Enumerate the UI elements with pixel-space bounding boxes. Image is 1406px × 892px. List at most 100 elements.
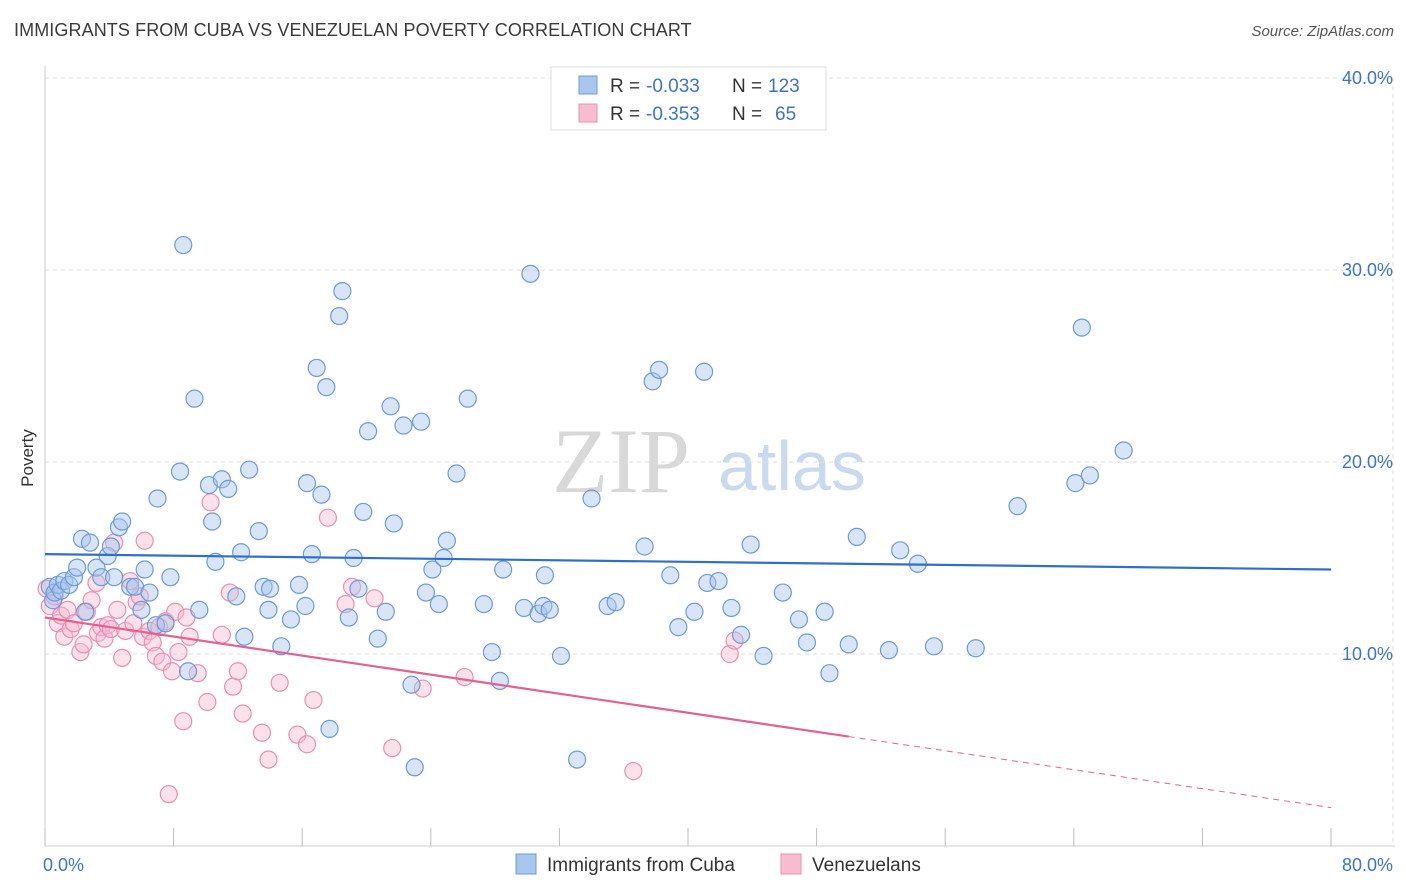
cuba-point xyxy=(80,533,100,552)
cuba-trend-line xyxy=(44,553,1332,571)
stats-swatch-cuba xyxy=(578,75,598,95)
cuba-point xyxy=(1114,441,1133,460)
cuba-point xyxy=(132,600,151,619)
cuba-point xyxy=(820,664,839,683)
venezuelans-point xyxy=(365,589,384,608)
y-tick-label: 40.0% xyxy=(1342,68,1393,88)
cuba-point xyxy=(685,602,704,621)
x-tick-labels: 0.0% 80.0% xyxy=(43,855,1393,875)
cuba-point xyxy=(924,637,944,656)
cuba-point xyxy=(232,543,251,562)
cuba-point xyxy=(260,579,280,598)
cuba-point xyxy=(416,583,436,602)
cuba-point xyxy=(354,502,373,522)
venezuelans-point xyxy=(212,625,231,644)
venezuelans-point xyxy=(95,629,114,648)
cuba-point xyxy=(474,594,493,614)
legend-swatch-cuba xyxy=(515,853,537,875)
cuba-point xyxy=(405,758,424,777)
y-tick-label: 10.0% xyxy=(1342,644,1393,664)
cuba-point xyxy=(535,566,555,585)
cuba-point xyxy=(272,637,291,656)
cuba-point xyxy=(64,568,84,587)
venezuelans-point xyxy=(720,644,739,664)
cuba-point xyxy=(402,675,421,694)
venezuelans-trend-extension xyxy=(848,736,1332,809)
venezuelans-point xyxy=(624,762,643,781)
cuba-point xyxy=(92,568,111,587)
cuba-point xyxy=(606,593,625,612)
y-tick-label: 30.0% xyxy=(1342,260,1393,280)
cuba-point xyxy=(121,577,140,596)
venezuelans-point xyxy=(130,587,149,606)
venezuelans-point xyxy=(270,673,289,692)
venezuelans-points xyxy=(37,493,744,804)
cuba-point xyxy=(101,537,121,556)
cuba-point xyxy=(339,608,358,627)
cuba-point xyxy=(254,577,273,596)
stats-r-label-venezuelans: R = xyxy=(610,104,640,125)
cuba-point xyxy=(333,282,352,301)
watermark: ZIP atlas xyxy=(552,410,866,512)
cuba-point xyxy=(494,560,513,579)
cuba-point xyxy=(1072,318,1091,337)
cuba-point xyxy=(429,594,448,614)
cuba-point xyxy=(219,479,238,498)
cuba-point xyxy=(235,627,254,646)
venezuelans-point xyxy=(297,735,317,754)
cuba-point xyxy=(297,474,317,493)
venezuelans-trend-line xyxy=(44,616,849,738)
source-credit: Source: ZipAtlas.com xyxy=(1251,23,1394,40)
cuba-point xyxy=(458,389,477,408)
venezuelans-point xyxy=(124,614,143,633)
cuba-point xyxy=(170,462,190,481)
cuba-point xyxy=(879,641,899,660)
venezuelans-point xyxy=(223,677,243,696)
cuba-point xyxy=(447,464,466,483)
venezuelans-point xyxy=(74,635,93,654)
cuba-point xyxy=(797,633,817,652)
cuba-point xyxy=(259,600,278,619)
venezuelans-point xyxy=(153,652,172,671)
cuba-point xyxy=(384,514,403,533)
venezuelans-point xyxy=(288,725,307,744)
stats-r-value-cuba: -0.033 xyxy=(646,76,700,97)
cuba-point xyxy=(302,545,321,564)
cuba-point xyxy=(174,235,193,255)
cuba-points xyxy=(40,235,1133,777)
stats-r-value-venezuelans: -0.353 xyxy=(646,104,700,125)
venezuelans-point xyxy=(162,662,182,681)
cuba-point xyxy=(227,587,246,606)
stats-swatch-venezuelans xyxy=(578,103,598,123)
cuba-point xyxy=(423,560,442,579)
cuba-point xyxy=(643,372,662,391)
cuba-point xyxy=(694,362,714,381)
cuba-point xyxy=(296,596,315,616)
venezuelans-point xyxy=(201,493,220,512)
venezuelans-point xyxy=(174,712,193,731)
cuba-point xyxy=(206,552,225,571)
cuba-point xyxy=(437,531,456,550)
cuba-point xyxy=(76,602,95,621)
bottom-legend: Immigrants from Cuba Venezuelans xyxy=(515,853,921,876)
y-tick-labels: 10.0% 20.0% 30.0% 40.0% xyxy=(1342,68,1393,664)
cuba-point xyxy=(1080,466,1099,485)
venezuelans-point xyxy=(304,690,323,710)
cuba-point xyxy=(789,610,809,629)
cuba-point xyxy=(140,583,159,602)
cuba-point xyxy=(649,360,669,379)
cuba-point xyxy=(249,522,268,541)
cuba-point xyxy=(698,573,717,593)
venezuelans-point xyxy=(228,662,247,681)
cuba-point xyxy=(773,583,792,602)
cuba-point xyxy=(359,422,378,441)
cuba-point xyxy=(815,602,834,621)
stats-n-label-venezuelans: N = xyxy=(732,104,762,125)
stats-n-label-cuba: N = xyxy=(732,76,762,97)
cuba-point xyxy=(412,412,431,431)
cuba-point xyxy=(394,416,413,435)
cuba-point xyxy=(312,485,331,504)
cuba-point xyxy=(482,642,501,662)
cuba-point xyxy=(317,378,336,397)
